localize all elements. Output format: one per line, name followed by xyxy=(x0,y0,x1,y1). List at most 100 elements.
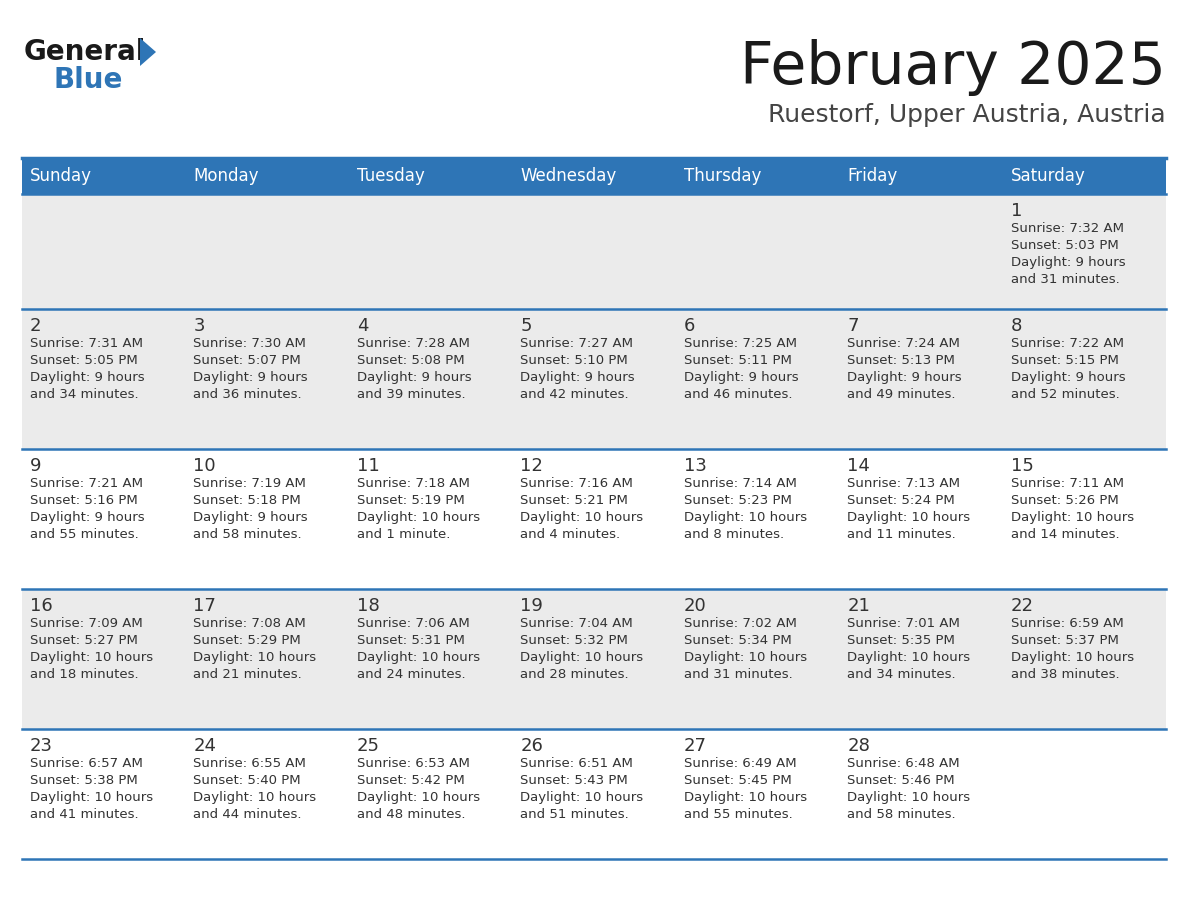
Text: Tuesday: Tuesday xyxy=(356,167,424,185)
Text: Daylight: 9 hours: Daylight: 9 hours xyxy=(194,511,308,524)
Text: 20: 20 xyxy=(684,597,707,615)
Text: 7: 7 xyxy=(847,317,859,335)
Text: Sunset: 5:03 PM: Sunset: 5:03 PM xyxy=(1011,239,1118,252)
Text: Daylight: 10 hours: Daylight: 10 hours xyxy=(194,651,316,664)
Text: 11: 11 xyxy=(356,457,380,475)
Text: 10: 10 xyxy=(194,457,216,475)
Text: Sunset: 5:35 PM: Sunset: 5:35 PM xyxy=(847,634,955,647)
Text: 15: 15 xyxy=(1011,457,1034,475)
Text: Sunrise: 6:55 AM: Sunrise: 6:55 AM xyxy=(194,757,307,770)
Text: 19: 19 xyxy=(520,597,543,615)
Text: Daylight: 10 hours: Daylight: 10 hours xyxy=(30,791,153,804)
Text: Sunset: 5:29 PM: Sunset: 5:29 PM xyxy=(194,634,302,647)
Text: and 31 minutes.: and 31 minutes. xyxy=(1011,273,1119,286)
Text: and 11 minutes.: and 11 minutes. xyxy=(847,528,956,541)
Text: Sunrise: 7:31 AM: Sunrise: 7:31 AM xyxy=(30,337,143,350)
Text: Daylight: 10 hours: Daylight: 10 hours xyxy=(520,651,644,664)
Text: Daylight: 10 hours: Daylight: 10 hours xyxy=(520,511,644,524)
Text: Sunset: 5:34 PM: Sunset: 5:34 PM xyxy=(684,634,791,647)
Text: Daylight: 10 hours: Daylight: 10 hours xyxy=(1011,511,1133,524)
Text: Sunset: 5:19 PM: Sunset: 5:19 PM xyxy=(356,494,465,507)
Text: Sunset: 5:21 PM: Sunset: 5:21 PM xyxy=(520,494,628,507)
Text: Daylight: 9 hours: Daylight: 9 hours xyxy=(847,371,962,384)
Text: Sunrise: 6:59 AM: Sunrise: 6:59 AM xyxy=(1011,617,1124,630)
Text: 3: 3 xyxy=(194,317,204,335)
Text: 28: 28 xyxy=(847,737,870,755)
Text: 8: 8 xyxy=(1011,317,1022,335)
Text: Daylight: 9 hours: Daylight: 9 hours xyxy=(1011,371,1125,384)
Text: Daylight: 9 hours: Daylight: 9 hours xyxy=(194,371,308,384)
Text: Sunset: 5:15 PM: Sunset: 5:15 PM xyxy=(1011,354,1118,367)
Text: Daylight: 10 hours: Daylight: 10 hours xyxy=(356,651,480,664)
Text: and 31 minutes.: and 31 minutes. xyxy=(684,668,792,681)
Text: Sunset: 5:18 PM: Sunset: 5:18 PM xyxy=(194,494,302,507)
Text: 23: 23 xyxy=(30,737,53,755)
Text: 13: 13 xyxy=(684,457,707,475)
Text: and 4 minutes.: and 4 minutes. xyxy=(520,528,620,541)
Text: Daylight: 10 hours: Daylight: 10 hours xyxy=(356,791,480,804)
Text: and 34 minutes.: and 34 minutes. xyxy=(847,668,956,681)
Bar xyxy=(23,449,1165,589)
Text: and 39 minutes.: and 39 minutes. xyxy=(356,388,466,401)
Text: Sunrise: 7:13 AM: Sunrise: 7:13 AM xyxy=(847,477,960,490)
Text: Sunset: 5:23 PM: Sunset: 5:23 PM xyxy=(684,494,791,507)
Text: Sunset: 5:07 PM: Sunset: 5:07 PM xyxy=(194,354,302,367)
Text: 5: 5 xyxy=(520,317,532,335)
Text: Sunset: 5:24 PM: Sunset: 5:24 PM xyxy=(847,494,955,507)
Text: February 2025: February 2025 xyxy=(740,39,1165,96)
Text: Sunrise: 7:19 AM: Sunrise: 7:19 AM xyxy=(194,477,307,490)
Text: Thursday: Thursday xyxy=(684,167,762,185)
Text: and 48 minutes.: and 48 minutes. xyxy=(356,808,466,821)
Text: and 58 minutes.: and 58 minutes. xyxy=(847,808,956,821)
Text: and 24 minutes.: and 24 minutes. xyxy=(356,668,466,681)
Text: Daylight: 10 hours: Daylight: 10 hours xyxy=(356,511,480,524)
Text: Daylight: 10 hours: Daylight: 10 hours xyxy=(520,791,644,804)
Text: 18: 18 xyxy=(356,597,380,615)
Text: Sunrise: 7:25 AM: Sunrise: 7:25 AM xyxy=(684,337,797,350)
Text: Sunset: 5:32 PM: Sunset: 5:32 PM xyxy=(520,634,628,647)
Text: Daylight: 10 hours: Daylight: 10 hours xyxy=(30,651,153,664)
Text: Daylight: 9 hours: Daylight: 9 hours xyxy=(520,371,634,384)
Text: and 28 minutes.: and 28 minutes. xyxy=(520,668,628,681)
Text: and 55 minutes.: and 55 minutes. xyxy=(30,528,139,541)
Bar xyxy=(23,158,1165,194)
Text: Sunset: 5:11 PM: Sunset: 5:11 PM xyxy=(684,354,791,367)
Text: Sunrise: 7:16 AM: Sunrise: 7:16 AM xyxy=(520,477,633,490)
Text: Sunset: 5:46 PM: Sunset: 5:46 PM xyxy=(847,774,955,787)
Text: Daylight: 10 hours: Daylight: 10 hours xyxy=(684,511,807,524)
Bar xyxy=(23,309,1165,449)
Text: Sunrise: 6:57 AM: Sunrise: 6:57 AM xyxy=(30,757,143,770)
Text: Sunrise: 7:18 AM: Sunrise: 7:18 AM xyxy=(356,477,469,490)
Text: Daylight: 10 hours: Daylight: 10 hours xyxy=(847,651,971,664)
Text: Saturday: Saturday xyxy=(1011,167,1086,185)
Text: and 14 minutes.: and 14 minutes. xyxy=(1011,528,1119,541)
Text: 22: 22 xyxy=(1011,597,1034,615)
Text: and 41 minutes.: and 41 minutes. xyxy=(30,808,139,821)
Text: Daylight: 9 hours: Daylight: 9 hours xyxy=(30,371,145,384)
Text: Sunset: 5:27 PM: Sunset: 5:27 PM xyxy=(30,634,138,647)
Text: Sunrise: 7:08 AM: Sunrise: 7:08 AM xyxy=(194,617,307,630)
Text: and 36 minutes.: and 36 minutes. xyxy=(194,388,302,401)
Text: Friday: Friday xyxy=(847,167,897,185)
Text: Sunset: 5:13 PM: Sunset: 5:13 PM xyxy=(847,354,955,367)
Text: Sunrise: 7:09 AM: Sunrise: 7:09 AM xyxy=(30,617,143,630)
Text: Sunset: 5:45 PM: Sunset: 5:45 PM xyxy=(684,774,791,787)
Text: 21: 21 xyxy=(847,597,870,615)
Text: 26: 26 xyxy=(520,737,543,755)
Text: Sunset: 5:10 PM: Sunset: 5:10 PM xyxy=(520,354,628,367)
Bar xyxy=(23,589,1165,729)
Text: Daylight: 10 hours: Daylight: 10 hours xyxy=(194,791,316,804)
Text: 1: 1 xyxy=(1011,202,1022,220)
Text: and 49 minutes.: and 49 minutes. xyxy=(847,388,955,401)
Text: and 21 minutes.: and 21 minutes. xyxy=(194,668,302,681)
Text: Sunset: 5:05 PM: Sunset: 5:05 PM xyxy=(30,354,138,367)
Text: Sunrise: 7:01 AM: Sunrise: 7:01 AM xyxy=(847,617,960,630)
Text: Daylight: 10 hours: Daylight: 10 hours xyxy=(684,651,807,664)
Text: Sunrise: 6:53 AM: Sunrise: 6:53 AM xyxy=(356,757,469,770)
Text: Sunrise: 6:49 AM: Sunrise: 6:49 AM xyxy=(684,757,796,770)
Text: Sunset: 5:16 PM: Sunset: 5:16 PM xyxy=(30,494,138,507)
Text: Blue: Blue xyxy=(53,66,124,94)
Text: and 42 minutes.: and 42 minutes. xyxy=(520,388,628,401)
Text: Monday: Monday xyxy=(194,167,259,185)
Text: Sunset: 5:42 PM: Sunset: 5:42 PM xyxy=(356,774,465,787)
